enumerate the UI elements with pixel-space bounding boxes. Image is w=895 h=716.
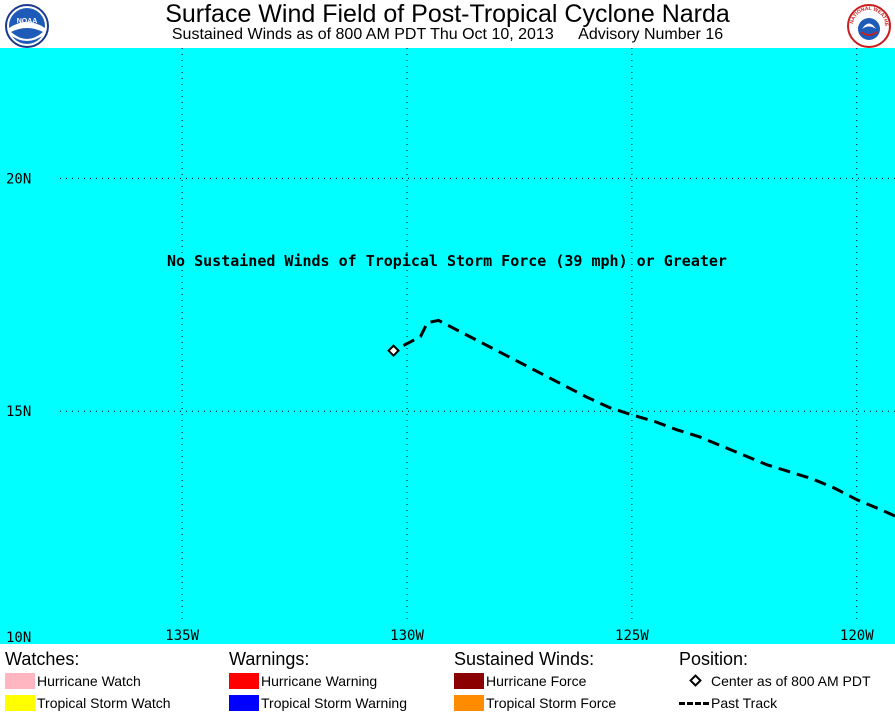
tropical-storm-watch-swatch: [5, 695, 35, 711]
legend-label: Hurricane Force: [486, 673, 587, 689]
legend-item-hurricane-warning: Hurricane Warning: [229, 671, 377, 692]
header: NOAA Surface Wind Field of Post-Tropical…: [0, 0, 895, 48]
ocean-background: [0, 48, 895, 644]
legend-label: Hurricane Warning: [261, 673, 378, 689]
longitude-label: 130W: [390, 628, 424, 644]
map-subtitle: Sustained Winds as of 800 AM PDT Thu Oct…: [0, 26, 895, 44]
hurricane-force-swatch: [454, 673, 484, 689]
wind-field-map: 20N 15N 10N 135W 130W 125W 120W No Sustained …: [0, 48, 895, 644]
legend-label: Tropical Storm Force: [486, 695, 617, 711]
legend-position-title: Position:: [679, 649, 749, 669]
tropical-storm-warning-swatch: [229, 695, 259, 711]
legend-item-tropical-storm-warning: Tropical Storm Warning: [229, 693, 407, 714]
legend-item-tropical-storm-force: Tropical Storm Force: [454, 693, 616, 714]
legend-watches-title: Watches:: [5, 649, 80, 669]
legend-item-past-track: Past Track: [679, 693, 777, 714]
legend-item-tropical-storm-watch: Tropical Storm Watch: [5, 693, 171, 714]
advisory-number: Advisory Number 16: [578, 26, 724, 43]
legend-winds-title: Sustained Winds:: [454, 649, 595, 669]
legend-item-hurricane-watch: Hurricane Watch: [5, 671, 141, 692]
valid-time: Sustained Winds as of 800 AM PDT Thu Oct…: [171, 26, 554, 43]
hurricane-warning-swatch: [229, 673, 259, 689]
nws-logo: NATIONAL WEATHER SERVICE: [845, 0, 891, 48]
no-winds-message: No Sustained Winds of Tropical Storm For…: [167, 252, 727, 270]
legend-label: Hurricane Watch: [37, 673, 141, 689]
storm-center-marker: [387, 344, 400, 358]
svg-text:NOAA: NOAA: [17, 18, 38, 25]
legend-label: Center as of 800 AM PDT: [711, 673, 871, 689]
legend-sustained-winds: Sustained Winds: Hurricane Force Tropica…: [454, 644, 616, 714]
longitude-label: 125W: [615, 628, 649, 644]
diamond-marker-icon: [689, 674, 702, 687]
longitude-label: 120W: [840, 628, 874, 644]
dashed-line-icon: [679, 702, 709, 705]
legend: Watches: Hurricane Watch Tropical Storm …: [0, 644, 895, 716]
legend-item-center: Center as of 800 AM PDT: [679, 671, 871, 692]
map-title: Surface Wind Field of Post-Tropical Cycl…: [165, 0, 730, 28]
latitude-label: 10N: [6, 630, 31, 644]
latitude-label: 20N: [6, 171, 31, 187]
longitude-label: 135W: [165, 628, 199, 644]
latitude-labels: 20N 15N 10N: [6, 171, 31, 644]
latitude-label: 15N: [6, 404, 31, 420]
legend-warnings-title: Warnings:: [229, 649, 310, 669]
longitude-labels: 135W 130W 125W 120W: [165, 628, 874, 644]
legend-warnings: Warnings: Hurricane Warning Tropical Sto…: [229, 644, 407, 714]
past-track-line: [392, 318, 895, 518]
lat-lon-grid: [60, 48, 895, 624]
legend-watches: Watches: Hurricane Watch Tropical Storm …: [5, 644, 171, 714]
hurricane-watch-swatch: [5, 673, 35, 689]
legend-label: Tropical Storm Watch: [37, 695, 171, 711]
legend-label: Tropical Storm Warning: [261, 695, 408, 711]
legend-position: Position: Center as of 800 AM PDT Past T…: [679, 644, 871, 714]
tropical-storm-force-swatch: [454, 695, 484, 711]
legend-label: Past Track: [711, 695, 778, 711]
legend-item-hurricane-force: Hurricane Force: [454, 671, 594, 692]
noaa-logo: NOAA: [5, 4, 49, 48]
